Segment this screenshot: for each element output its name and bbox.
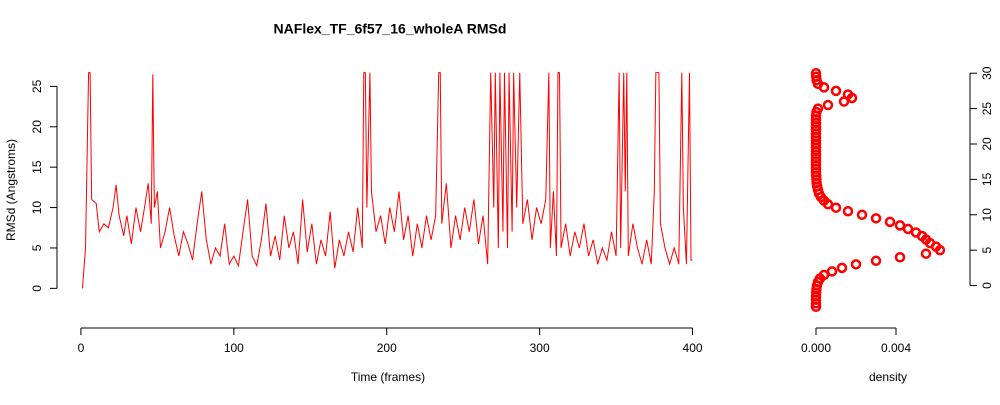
x-tick-label: 0.004 xyxy=(881,341,911,355)
y-tick-label: 10 xyxy=(30,201,44,215)
density-point xyxy=(830,85,842,97)
density-point xyxy=(826,266,838,277)
chart-title: NAFlex_TF_6f57_16_wholeA RMSd xyxy=(274,21,507,37)
density-point xyxy=(894,220,906,231)
density-point xyxy=(910,227,922,238)
x-axis-label: Time (frames) xyxy=(351,370,425,384)
y-tick-label: 25 xyxy=(980,102,994,116)
y-tick-label: 5 xyxy=(980,247,994,254)
y-tick-label: 0 xyxy=(980,282,994,289)
density-point xyxy=(822,99,834,111)
density-point xyxy=(836,262,848,274)
x-tick-label: 0 xyxy=(78,341,85,355)
y-tick-label: 20 xyxy=(30,120,44,134)
density-point xyxy=(920,248,932,259)
density-point xyxy=(810,67,822,79)
density-point xyxy=(830,202,842,213)
y-tick-label: 15 xyxy=(980,172,994,186)
density-point xyxy=(850,259,862,270)
density-point xyxy=(870,213,882,224)
x-tick-label: 300 xyxy=(530,341,550,355)
density-point xyxy=(894,251,906,263)
y-tick-label: 0 xyxy=(30,285,44,292)
x-tick-label: 0.000 xyxy=(801,341,831,355)
y-tick-label: 15 xyxy=(30,160,44,174)
density-point xyxy=(818,269,830,281)
y-tick-label: 10 xyxy=(980,208,994,222)
x-tick-label: 100 xyxy=(224,341,244,355)
x-axis-label: density xyxy=(869,370,907,384)
density-point xyxy=(870,255,882,267)
density-point xyxy=(902,223,914,235)
density-point xyxy=(856,209,868,221)
y-axis-label: RMSd (Angstroms) xyxy=(4,139,18,241)
density-point xyxy=(842,205,854,217)
y-tick-label: 5 xyxy=(30,244,44,251)
density-point xyxy=(842,89,854,100)
y-tick-label: 20 xyxy=(980,137,994,151)
y-tick-label: 30 xyxy=(980,66,994,80)
y-tick-label: 25 xyxy=(30,79,44,93)
data-line xyxy=(81,72,693,289)
density-point xyxy=(884,216,896,228)
x-tick-label: 200 xyxy=(377,341,397,355)
x-tick-label: 400 xyxy=(683,341,703,355)
density-point xyxy=(812,103,824,114)
